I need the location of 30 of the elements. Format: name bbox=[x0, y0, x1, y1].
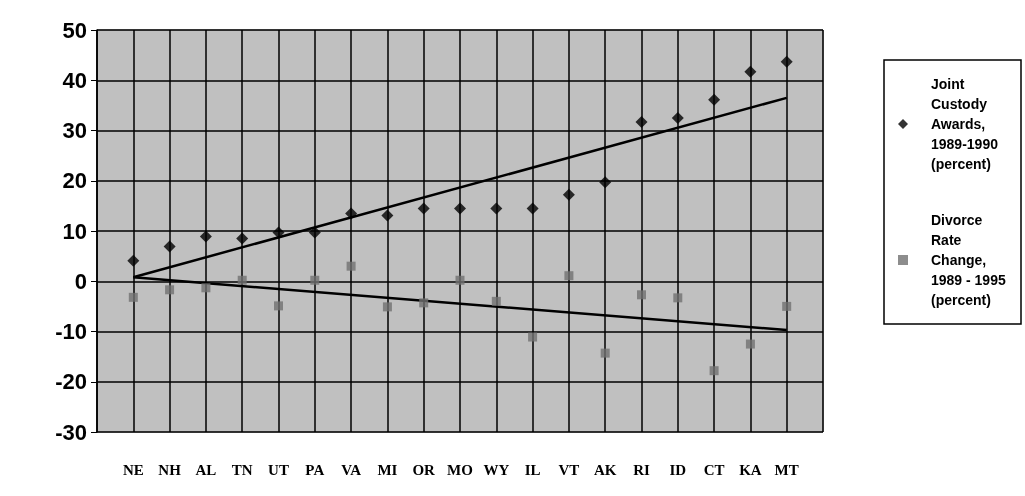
x-tick-label: TN bbox=[231, 461, 253, 478]
y-tick-label: 50 bbox=[62, 17, 87, 43]
x-tick-label: NE bbox=[122, 461, 144, 478]
y-tick-label: 30 bbox=[62, 118, 87, 143]
x-tick-label: MT bbox=[774, 461, 799, 478]
x-tick-label: AK bbox=[593, 461, 617, 478]
x-tick-label: PA bbox=[305, 461, 325, 478]
x-tick-label: MO bbox=[447, 461, 473, 478]
x-tick-label: MI bbox=[377, 461, 398, 478]
x-tick-label: KA bbox=[739, 461, 762, 478]
x-tick-label: VA bbox=[341, 461, 362, 478]
y-tick-label: -10 bbox=[55, 319, 87, 344]
y-tick-label: 40 bbox=[62, 67, 87, 93]
legend-label: Joint Custody Awards, 1989-1990 (percent) bbox=[931, 76, 1002, 172]
x-tick-label: OR bbox=[412, 461, 436, 478]
y-tick-label: -20 bbox=[55, 369, 87, 395]
y-tick-label: 10 bbox=[62, 218, 87, 244]
x-tick-label: UT bbox=[268, 461, 289, 478]
x-tick-label: VT bbox=[558, 461, 580, 478]
y-tick-label: 20 bbox=[62, 168, 87, 194]
x-tick-label: AL bbox=[195, 461, 217, 478]
x-tick-label: NH bbox=[158, 461, 182, 478]
x-tick-label: RI bbox=[633, 461, 650, 478]
y-tick-label: -30 bbox=[55, 419, 87, 445]
y-tick-label: 0 bbox=[74, 268, 87, 294]
legend-label: Divorce Rate Change, 1989 - 1995 (percent) bbox=[931, 212, 1010, 308]
x-tick-label: IL bbox=[524, 461, 541, 478]
x-tick-label: CT bbox=[703, 461, 725, 478]
x-tick-label: WY bbox=[483, 461, 510, 478]
x-tick-label: ID bbox=[669, 461, 687, 478]
